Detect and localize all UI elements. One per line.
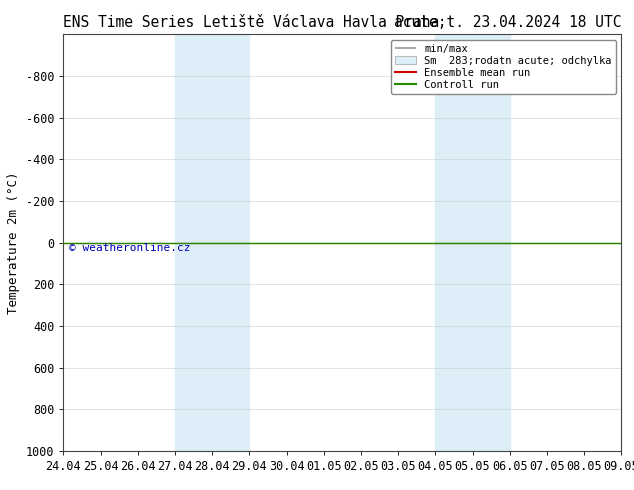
Text: acute;t. 23.04.2024 18 UTC: acute;t. 23.04.2024 18 UTC <box>394 15 621 30</box>
Legend: min/max, Sm  283;rodatn acute; odchylka, Ensemble mean run, Controll run: min/max, Sm 283;rodatn acute; odchylka, … <box>391 40 616 94</box>
Y-axis label: Temperature 2m (°C): Temperature 2m (°C) <box>8 172 20 314</box>
Text: ENS Time Series Letiště Václava Havla Praha: ENS Time Series Letiště Václava Havla Pr… <box>63 15 439 30</box>
Text: © weatheronline.cz: © weatheronline.cz <box>69 243 190 252</box>
Bar <box>436 34 510 451</box>
Bar <box>175 34 249 451</box>
